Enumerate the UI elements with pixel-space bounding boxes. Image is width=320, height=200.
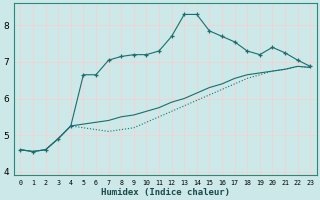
X-axis label: Humidex (Indice chaleur): Humidex (Indice chaleur) [101, 188, 230, 197]
